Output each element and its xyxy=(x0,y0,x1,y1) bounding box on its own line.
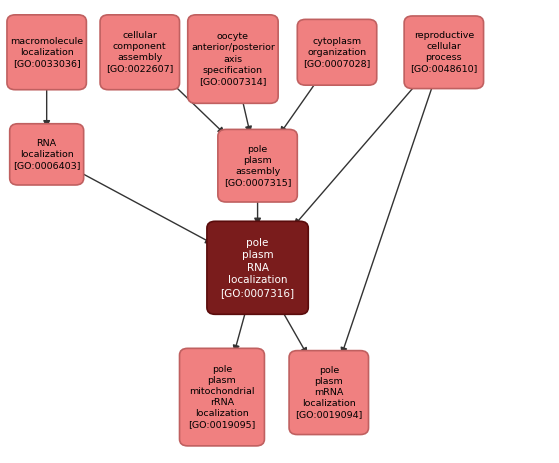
Text: cytoplasm
organization
[GO:0007028]: cytoplasm organization [GO:0007028] xyxy=(304,37,371,68)
FancyBboxPatch shape xyxy=(10,124,84,185)
Text: pole
plasm
mitochondrial
rRNA
localization
[GO:0019095]: pole plasm mitochondrial rRNA localizati… xyxy=(188,365,255,429)
Text: oocyte
anterior/posterior
axis
specification
[GO:0007314]: oocyte anterior/posterior axis specifica… xyxy=(191,32,275,86)
Text: macromolecule
localization
[GO:0033036]: macromolecule localization [GO:0033036] xyxy=(10,37,83,68)
Text: RNA
localization
[GO:0006403]: RNA localization [GO:0006403] xyxy=(13,139,80,170)
FancyBboxPatch shape xyxy=(207,221,308,314)
FancyBboxPatch shape xyxy=(100,15,179,90)
Text: pole
plasm
mRNA
localization
[GO:0019094]: pole plasm mRNA localization [GO:0019094… xyxy=(295,366,362,419)
FancyBboxPatch shape xyxy=(7,15,87,90)
FancyBboxPatch shape xyxy=(179,348,264,446)
FancyBboxPatch shape xyxy=(297,19,377,85)
Text: pole
plasm
assembly
[GO:0007315]: pole plasm assembly [GO:0007315] xyxy=(224,144,291,187)
FancyBboxPatch shape xyxy=(218,129,297,202)
Text: pole
plasm
RNA
localization
[GO:0007316]: pole plasm RNA localization [GO:0007316] xyxy=(220,238,295,298)
Text: cellular
component
assembly
[GO:0022607]: cellular component assembly [GO:0022607] xyxy=(106,31,173,74)
FancyBboxPatch shape xyxy=(404,16,484,88)
FancyBboxPatch shape xyxy=(289,350,368,435)
FancyBboxPatch shape xyxy=(188,15,278,103)
Text: reproductive
cellular
process
[GO:0048610]: reproductive cellular process [GO:004861… xyxy=(410,31,477,74)
